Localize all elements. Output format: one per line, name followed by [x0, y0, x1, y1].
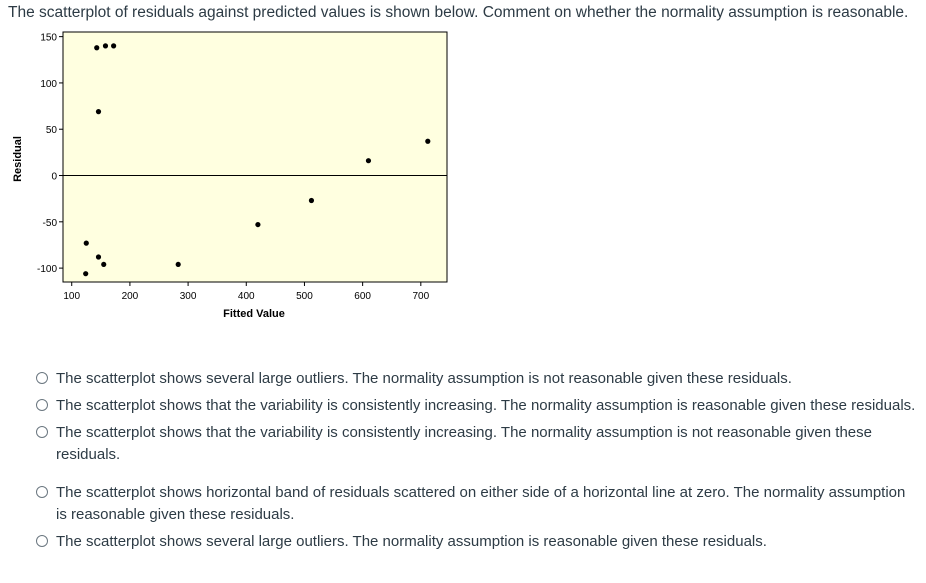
data-point — [365, 158, 372, 164]
answer-option-label: The scatterplot shows horizontal band of… — [56, 484, 906, 523]
x-tick-label: 700 — [412, 291, 429, 302]
radio-button[interactable] — [36, 426, 48, 438]
x-tick-label: 400 — [238, 291, 255, 302]
answer-option-label: The scatterplot shows that the variabili… — [56, 424, 872, 463]
data-point — [425, 138, 431, 144]
y-tick-label: 50 — [46, 125, 58, 136]
answer-option-label: The scatterplot shows several large outl… — [56, 533, 767, 550]
radio-button[interactable] — [36, 399, 48, 411]
data-point — [175, 261, 181, 268]
plot-area — [62, 31, 448, 283]
data-point — [83, 240, 89, 246]
data-point — [102, 43, 109, 49]
y-tick-label: 0 — [51, 172, 57, 183]
answer-option[interactable]: The scatterplot shows several large outl… — [36, 368, 916, 390]
radio-button[interactable] — [36, 372, 48, 384]
y-tick-label: 150 — [40, 33, 57, 44]
data-point — [95, 109, 102, 115]
data-point — [111, 43, 117, 49]
x-tick-label: 100 — [63, 291, 80, 302]
answer-option[interactable]: The scatterplot shows that the variabili… — [36, 395, 916, 417]
x-tick-label: 200 — [122, 291, 139, 302]
y-tick-label: -50 — [43, 218, 58, 229]
answer-options: The scatterplot shows several large outl… — [36, 368, 916, 553]
question-text: The scatterplot of residuals against pre… — [8, 4, 909, 21]
answer-option-label: The scatterplot shows that the variabili… — [56, 397, 916, 414]
answer-option[interactable]: The scatterplot shows that the variabili… — [36, 422, 916, 466]
answer-option[interactable]: The scatterplot shows horizontal band of… — [36, 482, 916, 526]
answer-option-label: The scatterplot shows several large outl… — [56, 370, 792, 387]
y-tick-label: 100 — [40, 79, 57, 90]
data-point — [95, 254, 102, 260]
x-axis-label: Fitted Value — [223, 308, 285, 320]
radio-button[interactable] — [36, 486, 48, 498]
y-axis-label: Residual — [12, 136, 24, 182]
x-tick-label: 600 — [354, 291, 371, 302]
data-points — [83, 43, 431, 277]
y-axis: 150 100 50 0 -50 -100 — [37, 33, 63, 275]
data-point — [308, 197, 315, 204]
x-axis: 100 200 300 400 500 600 700 — [63, 282, 430, 302]
x-tick-label: 300 — [180, 291, 197, 302]
data-point — [101, 261, 107, 268]
data-point — [94, 45, 100, 51]
x-tick-label: 500 — [296, 291, 313, 302]
data-point — [255, 221, 261, 228]
y-tick-label: -100 — [37, 264, 57, 275]
data-point — [83, 271, 89, 277]
answer-option[interactable]: The scatterplot shows several large outl… — [36, 531, 916, 553]
radio-button[interactable] — [36, 535, 48, 547]
